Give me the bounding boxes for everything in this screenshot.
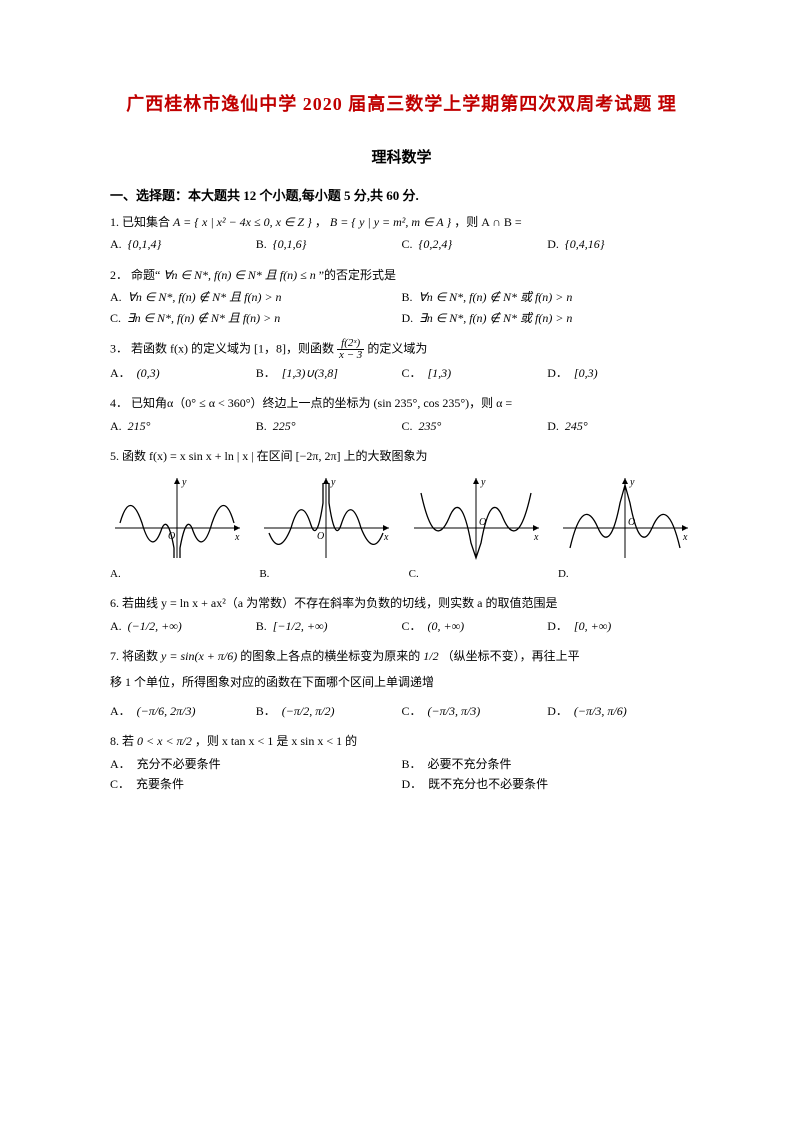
svg-text:x: x — [234, 532, 240, 543]
q1-between: ， — [315, 215, 327, 229]
q4-num: 4． — [110, 396, 128, 410]
q7-l1-post: （纵坐标不变），再往上平 — [442, 649, 580, 663]
q4-opt-b: B.225° — [256, 416, 402, 436]
q7-l1-pre: 将函数 — [122, 649, 161, 663]
q6-text: 若曲线 y = ln x + ax²（a 为常数）不存在斜率为负数的切线，则实数… — [122, 596, 557, 610]
q7-half: 1/2 — [423, 649, 438, 663]
q5-num: 5. — [110, 449, 119, 463]
q8-mid: ，则 x tan x < 1 是 x sin x < 1 的 — [195, 734, 357, 748]
question-8: 8. 若 0 < x < π/2 ，则 x tan x < 1 是 x sin … — [110, 731, 693, 794]
q4-opt-a: A.215° — [110, 416, 256, 436]
svg-text:y: y — [629, 477, 635, 488]
q7-opt-c: C．(−π/3, π/3) — [402, 701, 548, 721]
q8-opt-b: B．必要不充分条件 — [402, 754, 694, 774]
q6-num: 6. — [110, 596, 119, 610]
svg-text:x: x — [533, 532, 539, 543]
question-3: 3． 若函数 f(x) 的定义域为 [1，8]，则函数 f(2ˣ) x − 3 … — [110, 338, 693, 383]
q1-opt-d: D.{0,4,16} — [547, 234, 693, 254]
q3-opt-b: B．[1,3)∪(3,8] — [256, 363, 402, 383]
q4-text: 已知角α（0° ≤ α < 360°）终边上一点的坐标为 (sin 235°, … — [131, 396, 512, 410]
q5-graphs: y x O A. y x O B. — [110, 473, 693, 584]
question-4: 4． 已知角α（0° ≤ α < 360°）终边上一点的坐标为 (sin 235… — [110, 393, 693, 436]
q2-opt-c: C.∃n ∈ N*, f(n) ∉ N* 且 f(n) > n — [110, 308, 402, 328]
page-title: 广西桂林市逸仙中学 2020 届高三数学上学期第四次双周考试题 理 — [110, 90, 693, 116]
q7-opt-a: A．(−π/6, 2π/3) — [110, 701, 256, 721]
q4-opt-c: C.235° — [402, 416, 548, 436]
q1-setA: A = { x | x² − 4x ≤ 0, x ∈ Z } — [173, 215, 312, 229]
q5-graph-d: y x O D. — [558, 473, 693, 584]
q1-prefix: 已知集合 — [122, 215, 170, 229]
q5-text: 函数 f(x) = x sin x + ln | x | 在区间 [−2π, 2… — [122, 449, 428, 463]
subtitle: 理科数学 — [110, 146, 693, 167]
q5-graph-b: y x O B. — [259, 473, 394, 584]
q7-fn: y = sin(x + π/6) — [161, 649, 237, 663]
q7-line2: 移 1 个单位，所得图象对应的函数在下面哪个区间上单调递增 — [110, 675, 434, 689]
q8-opt-c: C．充要条件 — [110, 774, 402, 794]
q1-suffix: ，则 A ∩ B = — [454, 215, 521, 229]
svg-text:x: x — [682, 532, 688, 543]
q3-num: 3． — [110, 341, 128, 355]
q3-prefix: 若函数 f(x) 的定义域为 [1，8]，则函数 — [131, 341, 337, 355]
q8-cond: 0 < x < π/2 — [137, 734, 192, 748]
svg-text:x: x — [383, 532, 389, 543]
q1-opt-b: B.{0,1,6} — [256, 234, 402, 254]
q6-opt-d: D．[0, +∞) — [547, 616, 693, 636]
svg-text:y: y — [181, 477, 187, 488]
question-5: 5. 函数 f(x) = x sin x + ln | x | 在区间 [−2π… — [110, 446, 693, 583]
question-6: 6. 若曲线 y = ln x + ax²（a 为常数）不存在斜率为负数的切线，… — [110, 593, 693, 636]
section-header: 一、选择题：本大题共 12 个小题,每小题 5 分,共 60 分. — [110, 185, 693, 204]
q7-l1-mid: 的图象上各点的横坐标变为原来的 — [240, 649, 423, 663]
svg-text:y: y — [480, 477, 486, 488]
svg-text:O: O — [317, 531, 324, 542]
q7-opt-d: D．(−π/3, π/6) — [547, 701, 693, 721]
q2-opt-a: A.∀n ∈ N*, f(n) ∉ N* 且 f(n) > n — [110, 287, 402, 307]
q7-num: 7. — [110, 649, 119, 663]
q1-setB: B = { y | y = m², m ∈ A } — [330, 215, 451, 229]
q2-opt-d: D.∃n ∈ N*, f(n) ∉ N* 或 f(n) > n — [402, 308, 694, 328]
q3-suffix: 的定义域为 — [367, 341, 427, 355]
q2-suffix: ”的否定形式是 — [319, 268, 396, 282]
q1-num: 1. — [110, 215, 119, 229]
question-7: 7. 将函数 y = sin(x + π/6) 的图象上各点的横坐标变为原来的 … — [110, 646, 693, 721]
q2-prop: ∀n ∈ N*, f(n) ∈ N* 且 f(n) ≤ n — [163, 268, 315, 282]
question-2: 2． 命题“ ∀n ∈ N*, f(n) ∈ N* 且 f(n) ≤ n ”的否… — [110, 265, 693, 328]
q8-pre: 若 — [122, 734, 137, 748]
q1-opt-c: C.{0,2,4} — [402, 234, 548, 254]
question-1: 1. 已知集合 A = { x | x² − 4x ≤ 0, x ∈ Z } ，… — [110, 212, 693, 255]
svg-text:y: y — [330, 477, 336, 488]
q5-graph-a: y x O A. — [110, 473, 245, 584]
q8-num: 8. — [110, 734, 119, 748]
q5-graph-c: y x O C. — [409, 473, 544, 584]
q6-opt-c: C．(0, +∞) — [402, 616, 548, 636]
q8-opt-d: D．既不充分也不必要条件 — [402, 774, 694, 794]
q3-opt-a: A．(0,3) — [110, 363, 256, 383]
q2-num: 2． — [110, 268, 128, 282]
q4-opt-d: D.245° — [547, 416, 693, 436]
q2-opt-b: B.∀n ∈ N*, f(n) ∉ N* 或 f(n) > n — [402, 287, 694, 307]
q6-opt-b: B.[−1/2, +∞) — [256, 616, 402, 636]
q2-prefix: 命题“ — [131, 268, 160, 282]
q1-opt-a: A.{0,1,4} — [110, 234, 256, 254]
q6-opt-a: A.(−1/2, +∞) — [110, 616, 256, 636]
q3-fraction: f(2ˣ) x − 3 — [337, 338, 364, 361]
q8-opt-a: A．充分不必要条件 — [110, 754, 402, 774]
q3-opt-d: D．[0,3) — [547, 363, 693, 383]
q3-opt-c: C．[1,3) — [402, 363, 548, 383]
q7-opt-b: B．(−π/2, π/2) — [256, 701, 402, 721]
